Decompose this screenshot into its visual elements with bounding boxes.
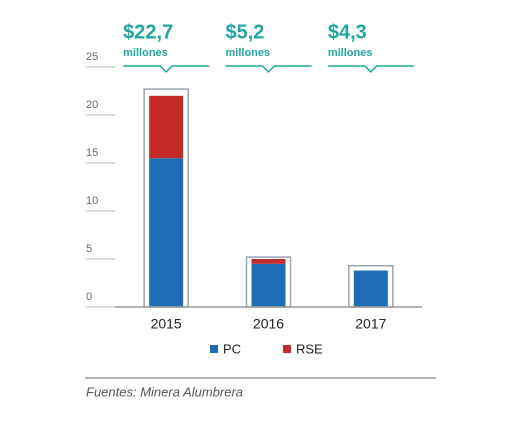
total-label: $22,7 [123,21,173,43]
bar-segment [149,158,184,307]
y-tick-label: 0 [86,291,92,303]
bar-segment [149,95,184,159]
legend-swatch [283,345,291,353]
bar-segment [251,263,286,307]
total-unit: millones [226,47,271,59]
y-tick-label: 5 [86,243,92,255]
y-tick-label: 25 [86,51,98,63]
source: Fuentes: Minera Alumbrera [86,384,243,399]
annotation-bracket [327,65,414,74]
annotation-bracket [123,65,210,74]
annotation-bracket [225,65,312,74]
bar-segment [251,259,286,264]
bar-segment [353,270,388,307]
legend-label: RSE [296,341,323,356]
total-label: $4,3 [328,21,367,43]
x-tick-label: 2016 [253,316,284,332]
total-unit: millones [328,47,373,59]
legend-swatch [210,345,218,353]
x-tick-label: 2015 [151,316,182,332]
total-unit: millones [123,47,168,59]
x-tick-label: 2017 [355,316,386,332]
y-tick-label: 15 [86,147,98,159]
y-tick-label: 20 [86,99,98,111]
y-tick-label: 10 [86,195,98,207]
total-label: $5,2 [226,21,265,43]
legend-label: PC [223,341,241,356]
